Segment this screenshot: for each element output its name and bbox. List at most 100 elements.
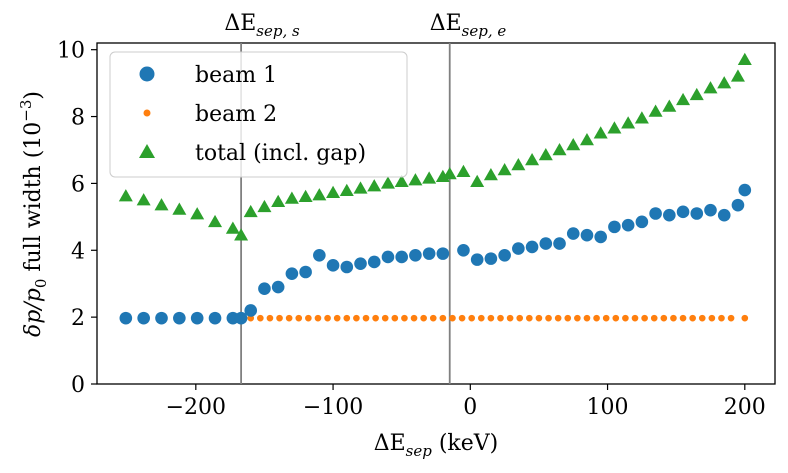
total-point (353, 181, 368, 194)
vline-label-start: ΔEsep, s (224, 11, 300, 40)
total-point (525, 153, 540, 166)
beam-2-point (324, 314, 331, 322)
y-tick-label: 4 (71, 239, 85, 264)
beam-1-point (594, 230, 607, 244)
beam-2-point (372, 314, 379, 322)
total-point (243, 204, 258, 218)
total-point (648, 104, 663, 117)
beam-1-point (299, 265, 312, 279)
beam-2-point (612, 314, 620, 322)
beam-2-point (439, 314, 447, 322)
x-axis-label-unit: (keV) (432, 431, 498, 456)
y-tick-label: 2 (71, 306, 85, 331)
y-axis-ticks: 0 2 4 6 8 10 (57, 39, 97, 398)
beam-2-point (698, 314, 706, 322)
series-beam-1 (119, 183, 752, 325)
beam-1-point (731, 198, 745, 212)
beam-2-point (410, 314, 418, 322)
vline-label-start-sub: sep, s (256, 22, 300, 40)
total-point (118, 189, 133, 202)
beam-2-point (670, 314, 677, 322)
beam-1-point (512, 242, 525, 255)
beam-2-point (343, 314, 351, 322)
total-point (621, 116, 636, 129)
y-tick-label: 8 (71, 106, 85, 131)
beam-2-point (535, 314, 543, 322)
beam-1-point (553, 237, 566, 250)
total-point (380, 176, 395, 189)
y-axis-label-rest: full width (21, 158, 46, 278)
x-tick-label: −200 (166, 395, 226, 420)
beam-2-point (641, 314, 648, 322)
beam-1-point (208, 311, 222, 325)
beam-1-point (173, 311, 186, 325)
y-axis-label-paren-close: ) (21, 91, 46, 100)
beam-1-point (422, 247, 436, 260)
beam-1-point (409, 248, 422, 262)
beam-2-point (401, 314, 408, 322)
total-point (579, 132, 594, 146)
vline-label-end-base: ΔE (430, 11, 462, 36)
beam-2-point (497, 314, 504, 322)
total-point (607, 121, 622, 134)
legend-marker-total (139, 144, 155, 158)
axes-frame (96, 42, 776, 385)
y-tick-label: 0 (71, 373, 85, 398)
beam-2-point (679, 314, 687, 322)
beam-2-point (285, 314, 293, 322)
beam-1-point (525, 240, 539, 254)
beam-2-point (583, 314, 591, 322)
beam-1-point (738, 183, 752, 197)
y-axis-label-paren-open: (10 (21, 122, 46, 159)
x-axis-label-base: ΔE (374, 431, 406, 456)
beam-1-point (326, 259, 340, 272)
beam-1-point (155, 311, 168, 325)
beam-2-point (458, 314, 466, 322)
x-tick-label: 200 (724, 395, 766, 420)
beam-2-point (391, 314, 399, 322)
beam-1-point (690, 207, 704, 220)
total-point (593, 126, 608, 139)
x-axis-label-sub: sep (406, 442, 433, 460)
total-point (497, 163, 512, 176)
total-point (136, 193, 151, 206)
beam-2-point (295, 314, 303, 322)
beam-2-point (449, 314, 456, 322)
beam-2-point (727, 314, 735, 322)
beam-2-point (631, 314, 639, 322)
beam-2-point (257, 314, 264, 322)
total-point (662, 99, 677, 112)
beam-2-point (660, 314, 668, 322)
total-point (154, 198, 169, 211)
beam-1-point (608, 220, 621, 234)
beam-2-point (545, 314, 552, 322)
beam-2-point (487, 314, 495, 322)
beam-1-point (704, 203, 717, 217)
beam-1-point (234, 311, 248, 325)
total-point (689, 87, 704, 101)
beam-2-point (429, 314, 437, 322)
beam-2-point (708, 314, 716, 322)
beam-2-point (741, 314, 749, 322)
beam-2-point (689, 314, 696, 322)
beam-2-point (314, 314, 322, 322)
series-total (118, 52, 752, 241)
total-point (703, 81, 718, 94)
total-point (225, 221, 240, 234)
beam-2-point (574, 314, 581, 322)
total-point (634, 111, 649, 124)
beam-2-point (650, 314, 658, 322)
legend-label-beam-1: beam 1 (195, 63, 277, 88)
legend-marker-beam-2 (143, 109, 151, 117)
beam-1-point (457, 243, 470, 257)
total-point (717, 76, 732, 89)
beam-1-point (285, 267, 299, 280)
beam-1-point (498, 248, 511, 262)
beam-1-point (137, 311, 150, 325)
total-point (190, 207, 205, 220)
total-point (257, 199, 272, 213)
beam-2-point (593, 314, 600, 322)
y-axis-label-sup: −3 (17, 100, 35, 122)
beam-1-point (340, 260, 354, 274)
